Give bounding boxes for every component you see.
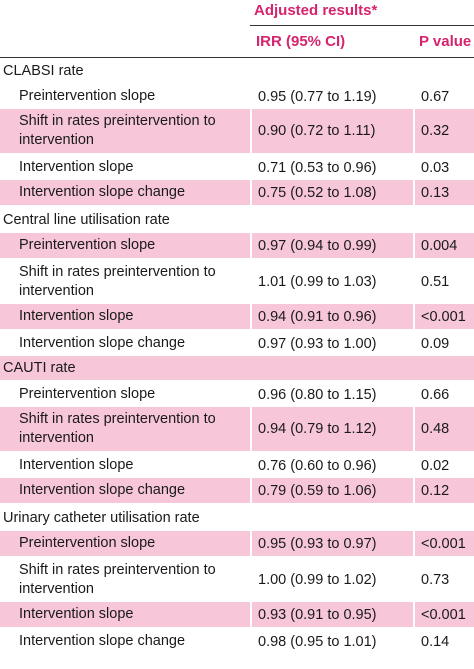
table-row: Intervention slope 0.93 (0.91 to 0.95) <0.… [0, 602, 474, 629]
p-value: 0.66 [413, 382, 474, 407]
p-value: 0.67 [413, 84, 474, 109]
irr-value: 0.95 (0.77 to 1.19) [250, 84, 413, 109]
p-value: <0.001 [413, 304, 474, 331]
table-row: Intervention slope 0.71 (0.53 to 0.96) 0.0… [0, 155, 474, 180]
table-row: Preintervention slope 0.95 (0.77 to 1.19)… [0, 84, 474, 109]
p-value: 0.32 [413, 109, 474, 155]
row-label: Shift in rates preintervention to interv… [0, 407, 250, 453]
section-label: CLABSI rate [3, 62, 84, 79]
irr-value: 0.97 (0.93 to 1.00) [250, 331, 413, 356]
section-row: CLABSI rate [0, 58, 474, 84]
row-label: Intervention slope change [19, 335, 186, 351]
section-row: Urinary catheter utilisation rate [0, 505, 474, 531]
irr-value: 0.71 (0.53 to 0.96) [250, 155, 413, 180]
section-label: Urinary catheter utilisation rate [3, 509, 200, 526]
irr-column-header: IRR (95% CI) [256, 33, 346, 50]
irr-value: 0.97 (0.94 to 0.99) [250, 233, 413, 260]
p-value: 0.14 [413, 629, 474, 654]
irr-value: 0.98 (0.95 to 1.01) [250, 629, 413, 654]
row-label: Intervention slope change [0, 478, 250, 505]
irr-value: 0.76 (0.60 to 0.96) [250, 453, 413, 478]
irr-value: 0.96 (0.80 to 1.15) [250, 382, 413, 407]
row-label: Preintervention slope [0, 531, 250, 558]
irr-value: 0.95 (0.93 to 0.97) [250, 531, 413, 558]
row-label: Preintervention slope [19, 386, 156, 402]
p-value: 0.09 [413, 331, 474, 356]
row-label: Preintervention slope [19, 88, 156, 104]
table-header-columns: IRR (95% CI) P value [0, 26, 474, 58]
irr-value: 0.79 (0.59 to 1.06) [250, 478, 413, 505]
row-label: Intervention slope change [0, 180, 250, 207]
table-row: Shift in rates preintervention to interv… [0, 558, 474, 602]
row-label: Shift in rates preintervention to interv… [19, 264, 216, 299]
p-value: 0.51 [413, 260, 474, 304]
irr-value: 0.75 (0.52 to 1.08) [250, 180, 413, 207]
table-row: Preintervention slope 0.95 (0.93 to 0.97)… [0, 531, 474, 558]
section-row: CAUTI rate [0, 356, 474, 382]
p-value: 0.12 [413, 478, 474, 505]
table-row: Shift in rates preintervention to interv… [0, 260, 474, 304]
adjusted-results-heading: Adjusted results* [254, 2, 378, 19]
irr-value: 0.93 (0.91 to 0.95) [250, 602, 413, 629]
section-label: Central line utilisation rate [3, 211, 170, 228]
table-row: Intervention slope change 0.75 (0.52 to 1… [0, 180, 474, 207]
row-label: Intervention slope [0, 602, 250, 629]
table-row: Shift in rates preintervention to interv… [0, 109, 474, 155]
table-row: Intervention slope 0.94 (0.91 to 0.96) <0.… [0, 304, 474, 331]
table-row: Preintervention slope 0.96 (0.80 to 1.15)… [0, 382, 474, 407]
irr-value: 1.00 (0.99 to 1.02) [250, 558, 413, 602]
row-label: Intervention slope [19, 457, 134, 473]
irr-value: 0.94 (0.91 to 0.96) [250, 304, 413, 331]
p-value: 0.02 [413, 453, 474, 478]
table-row: Intervention slope change 0.98 (0.95 to 1… [0, 629, 474, 654]
p-value: 0.03 [413, 155, 474, 180]
irr-value: 0.90 (0.72 to 1.11) [250, 109, 413, 155]
header-rule [250, 25, 474, 26]
p-value: 0.48 [413, 407, 474, 453]
results-table: Adjusted results* IRR (95% CI) P value C… [0, 0, 474, 654]
row-label: Intervention slope [19, 159, 134, 175]
irr-value: 1.01 (0.99 to 1.03) [250, 260, 413, 304]
table-row: Preintervention slope 0.97 (0.94 to 0.99)… [0, 233, 474, 260]
p-value: 0.004 [413, 233, 474, 260]
table-header-group: Adjusted results* [0, 0, 474, 26]
section-row: Central line utilisation rate [0, 207, 474, 233]
section-label: CAUTI rate [0, 356, 474, 382]
row-label: Intervention slope [0, 304, 250, 331]
p-value: <0.001 [413, 531, 474, 558]
p-value: <0.001 [413, 602, 474, 629]
row-label: Preintervention slope [0, 233, 250, 260]
table-body: CLABSI rate Preintervention slope 0.95 (0.… [0, 58, 474, 654]
row-label: Intervention slope change [19, 633, 186, 649]
p-value: 0.73 [413, 558, 474, 602]
p-value-column-header: P value [419, 33, 472, 50]
table-row: Intervention slope change 0.97 (0.93 to 1… [0, 331, 474, 356]
row-label: Shift in rates preintervention to interv… [0, 109, 250, 155]
row-label: Shift in rates preintervention to interv… [19, 562, 216, 597]
p-value: 0.13 [413, 180, 474, 207]
irr-value: 0.94 (0.79 to 1.12) [250, 407, 413, 453]
table-row: Intervention slope change 0.79 (0.59 to 1… [0, 478, 474, 505]
table-row: Shift in rates preintervention to interv… [0, 407, 474, 453]
table-row: Intervention slope 0.76 (0.60 to 0.96) 0.0… [0, 453, 474, 478]
